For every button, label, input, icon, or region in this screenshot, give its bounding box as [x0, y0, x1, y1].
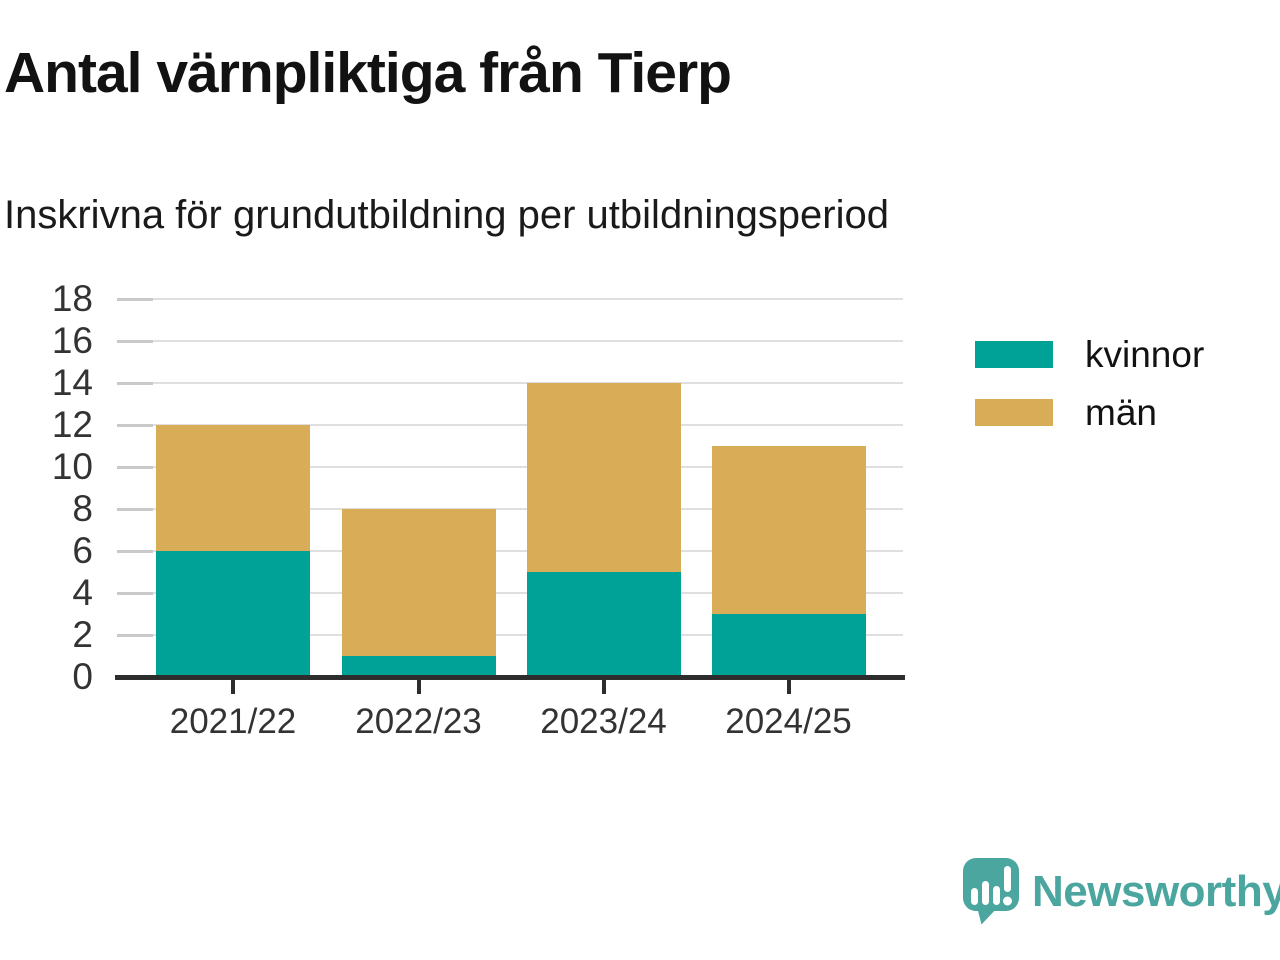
legend-swatch-man — [975, 399, 1053, 426]
y-axis-label-16: 16 — [51, 320, 93, 361]
gridline-18 — [117, 298, 903, 300]
y-axis-label-4: 4 — [72, 572, 93, 613]
y-tick-2 — [117, 634, 153, 637]
legend-label-man: män — [1085, 392, 1157, 433]
y-axis-label-18: 18 — [51, 278, 93, 319]
bar-2023/24-kvinnor — [526, 572, 681, 677]
x-axis-label-2022/23: 2022/23 — [355, 702, 482, 741]
legend-swatch-kvinnor — [975, 341, 1053, 368]
gridline-8 — [117, 508, 903, 510]
y-tick-10 — [117, 466, 153, 469]
y-tick-18 — [117, 298, 153, 301]
y-tick-16 — [117, 340, 153, 343]
y-axis-label-0: 0 — [72, 656, 93, 697]
x-axis-label-2024/25: 2024/25 — [725, 702, 852, 741]
y-axis-label-6: 6 — [72, 530, 93, 571]
bar-2021/22-kvinnor — [156, 551, 310, 677]
y-axis-label-12: 12 — [51, 404, 93, 445]
chart-title: Antal värnpliktiga från Tierp — [4, 41, 732, 105]
y-axis-label-8: 8 — [72, 488, 93, 529]
y-axis-label-10: 10 — [51, 446, 93, 487]
bar-2022/23-män — [341, 509, 496, 656]
y-tick-4 — [117, 592, 153, 595]
x-tick-2022/23 — [416, 680, 421, 694]
gridline-6 — [117, 550, 903, 552]
bar-2022/23-kvinnor — [341, 656, 496, 677]
x-axis-line — [115, 675, 905, 680]
x-tick-2024/25 — [786, 680, 791, 694]
newsworthy-logo-icon — [963, 858, 1019, 925]
bar-2021/22-män — [156, 425, 310, 551]
x-tick-2023/24 — [601, 680, 606, 694]
gridline-16 — [117, 340, 903, 342]
bar-2024/25-kvinnor — [711, 614, 866, 677]
gridline-14 — [117, 382, 903, 384]
chart-subtitle: Inskrivna för grundutbildning per utbild… — [4, 193, 889, 237]
gridline-12 — [117, 424, 903, 426]
x-axis-label-2023/24: 2023/24 — [540, 702, 667, 741]
y-tick-8 — [117, 508, 153, 511]
x-axis-label-2021/22: 2021/22 — [169, 702, 297, 741]
y-axis-label-2: 2 — [72, 614, 93, 655]
bar-2023/24-män — [526, 383, 681, 572]
gridline-4 — [117, 592, 903, 594]
y-axis-label-14: 14 — [51, 362, 93, 403]
y-tick-12 — [117, 424, 153, 427]
legend-label-kvinnor: kvinnor — [1085, 334, 1205, 375]
gridline-2 — [117, 634, 903, 636]
x-tick-2021/22 — [231, 680, 235, 694]
y-tick-14 — [117, 382, 153, 385]
y-tick-6 — [117, 550, 153, 553]
newsworthy-wordmark: Newsworthy — [1032, 867, 1280, 916]
gridline-10 — [117, 466, 903, 468]
bar-2024/25-män — [711, 446, 866, 614]
